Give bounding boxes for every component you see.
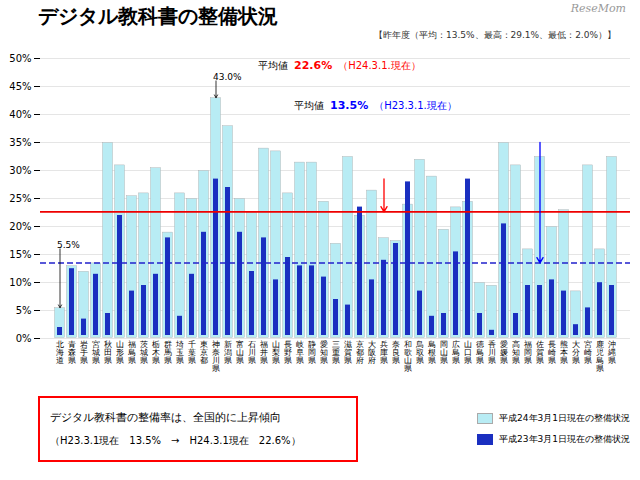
html-text:平成23年3月1日現在の整備状況: 平成23年3月1日現在の整備状況 <box>499 434 630 444</box>
svg-text:25%: 25% <box>9 193 31 204</box>
html-text:平成24年3月1日現在の整備状況: 平成24年3月1日現在の整備状況 <box>499 413 630 423</box>
svg-text:愛媛県: 愛媛県 <box>500 340 508 365</box>
svg-text:富山県: 富山県 <box>236 340 244 365</box>
svg-text:北海道: 北海道 <box>56 340 64 365</box>
svg-text:徳島県: 徳島県 <box>476 340 484 365</box>
svg-text:石川県: 石川県 <box>248 340 256 365</box>
svg-text:栃木県: 栃木県 <box>152 340 160 365</box>
svg-text:兵庫県: 兵庫県 <box>380 340 388 365</box>
svg-text:高知県: 高知県 <box>512 340 520 365</box>
svg-text:10%: 10% <box>9 277 31 288</box>
svg-text:広島県: 広島県 <box>452 340 460 365</box>
svg-text:愛知県: 愛知県 <box>320 340 328 365</box>
svg-text:山梨県: 山梨県 <box>272 340 280 365</box>
svg-text:新潟県: 新潟県 <box>224 340 232 365</box>
svg-text:群馬県: 群馬県 <box>163 340 172 365</box>
svg-text:35%: 35% <box>9 137 31 148</box>
svg-text:宮城県: 宮城県 <box>91 340 100 365</box>
html-text:平均値: 平均値 <box>294 100 324 111</box>
svg-text:45%: 45% <box>9 81 31 92</box>
svg-text:43.0%: 43.0% <box>213 72 242 82</box>
html-text:平均値: 平均値 <box>258 60 288 71</box>
svg-text:千葉県: 千葉県 <box>188 340 196 365</box>
svg-text:50%: 50% <box>9 53 31 64</box>
html-text:（H24.3.1.現在）: （H24.3.1.現在） <box>338 60 421 71</box>
html-text:デジタル教科書の整備率は、全国的に上昇傾向: デジタル教科書の整備率は、全国的に上昇傾向 <box>50 411 281 425</box>
html-text:13.5%: 13.5% <box>330 99 369 112</box>
svg-text:青森県: 青森県 <box>68 340 76 365</box>
html-text:（H23.3.1現在 13.5% → H24.3.1現在 2: （H23.3.1現在 13.5% → H24.3.1現在 22.6%） <box>50 434 301 446</box>
html-text:22.6%: 22.6% <box>294 59 333 72</box>
svg-text:京都府: 京都府 <box>356 340 364 365</box>
svg-text:5.5%: 5.5% <box>57 240 80 250</box>
svg-text:三重県: 三重県 <box>332 340 340 365</box>
svg-text:奈良県: 奈良県 <box>392 340 400 365</box>
svg-text:東京都: 東京都 <box>200 340 208 365</box>
svg-text:香川県: 香川県 <box>488 340 496 365</box>
svg-text:福島県: 福島県 <box>128 340 136 365</box>
svg-text:埼玉県: 埼玉県 <box>175 340 184 365</box>
svg-text:長崎県: 長崎県 <box>548 340 556 365</box>
svg-text:鹿児島県: 鹿児島県 <box>596 340 604 373</box>
svg-text:神奈川県: 神奈川県 <box>212 340 220 373</box>
svg-text:30%: 30% <box>9 165 31 176</box>
svg-text:岩手県: 岩手県 <box>80 340 88 365</box>
svg-text:福井県: 福井県 <box>260 340 268 365</box>
svg-text:鳥取県: 鳥取県 <box>415 340 424 365</box>
svg-text:山形県: 山形県 <box>116 340 124 365</box>
svg-text:静岡県: 静岡県 <box>308 340 316 365</box>
svg-text:岡山県: 岡山県 <box>440 340 448 365</box>
svg-text:和歌山県: 和歌山県 <box>404 340 412 373</box>
svg-text:熊本県: 熊本県 <box>560 340 568 365</box>
svg-text:岐阜県: 岐阜県 <box>296 340 304 365</box>
svg-text:0%: 0% <box>16 333 32 344</box>
svg-text:山口県: 山口県 <box>464 340 472 365</box>
svg-text:長野県: 長野県 <box>284 340 292 365</box>
svg-text:大分県: 大分県 <box>572 340 580 365</box>
svg-text:茨城県: 茨城県 <box>139 340 148 365</box>
html-text:デジタル教科書の整備状況: デジタル教科書の整備状況 <box>38 4 278 28</box>
html-text:【昨年度（平均：13.5%、最高：29.1%、最低：2.0%: 【昨年度（平均：13.5%、最高：29.1%、最低：2.0%）】 <box>374 30 616 40</box>
svg-text:秋田県: 秋田県 <box>104 340 112 365</box>
svg-text:福岡県: 福岡県 <box>524 340 532 365</box>
svg-text:5%: 5% <box>16 305 32 316</box>
svg-text:40%: 40% <box>9 109 31 120</box>
svg-text:佐賀県: 佐賀県 <box>536 340 544 365</box>
svg-text:宮崎県: 宮崎県 <box>584 340 592 365</box>
svg-text:15%: 15% <box>9 249 31 260</box>
svg-text:20%: 20% <box>9 221 31 232</box>
html-text:ReseMom: ReseMom <box>570 2 626 15</box>
html-text:（H23.3.1.現在）: （H23.3.1.現在） <box>374 100 457 111</box>
svg-text:大阪府: 大阪府 <box>368 340 376 365</box>
svg-text:島根県: 島根県 <box>428 340 436 365</box>
svg-text:滋賀県: 滋賀県 <box>344 340 352 365</box>
svg-text:沖縄県: 沖縄県 <box>607 340 616 365</box>
